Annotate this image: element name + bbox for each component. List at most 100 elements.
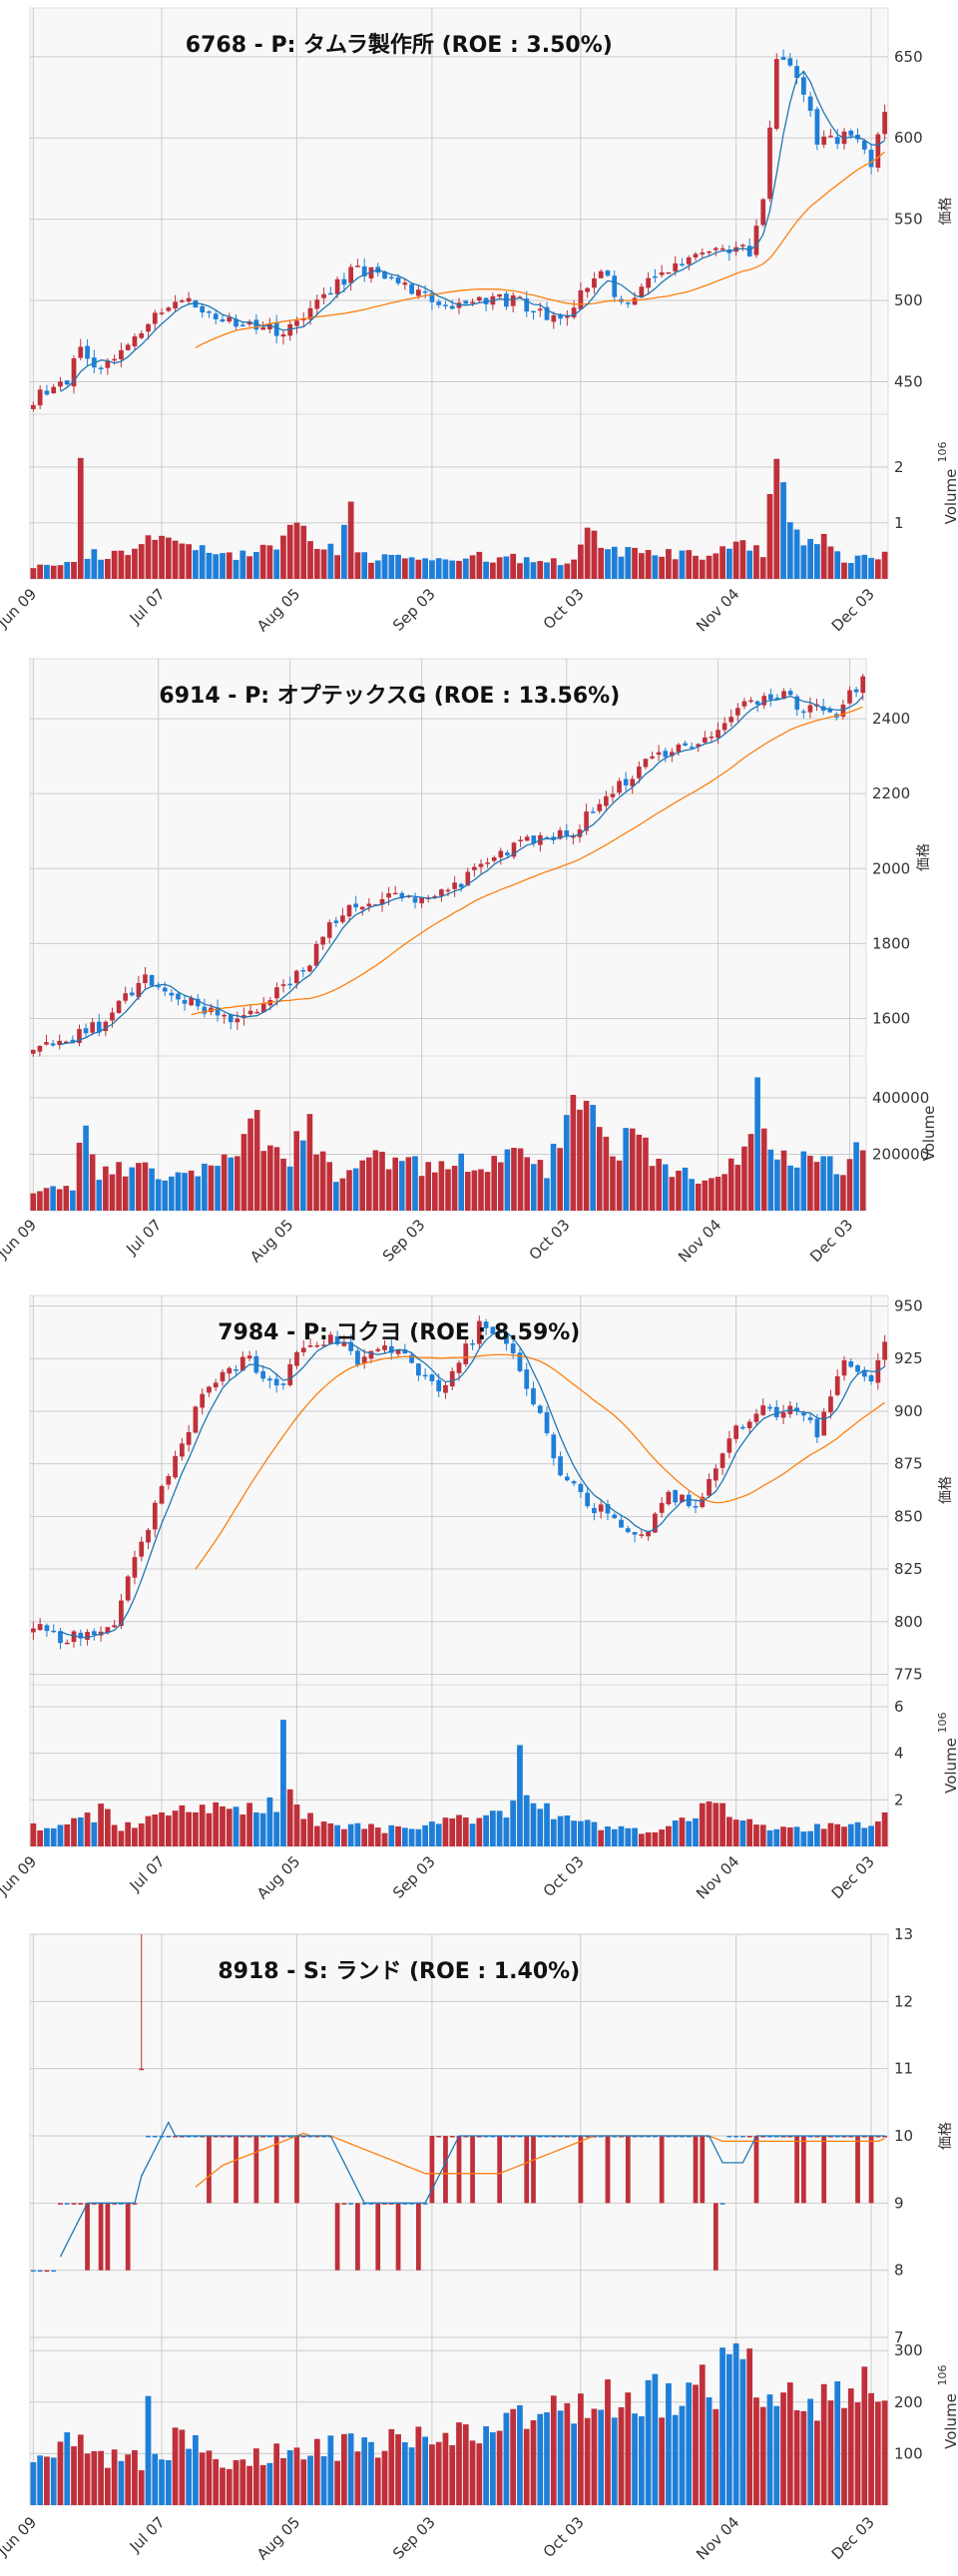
volume-bar: [793, 2409, 800, 2505]
candle-body: [173, 301, 178, 309]
volume-bar: [462, 558, 469, 579]
candle-body: [273, 2136, 279, 2204]
candle-body: [639, 286, 645, 297]
candle-body: [504, 1333, 509, 1344]
candle-body: [848, 1361, 854, 1367]
candle-body: [653, 275, 658, 278]
candle-body: [748, 700, 753, 703]
volume-bar: [625, 547, 632, 579]
y-tick-label: 775: [894, 1665, 923, 1683]
candle-body: [483, 2135, 489, 2138]
volume-bar: [246, 1803, 252, 1846]
volume-bar: [138, 2470, 145, 2505]
volume-bar: [125, 555, 132, 579]
candle-body: [58, 1631, 63, 1644]
candle-body: [392, 892, 398, 895]
candle-body: [632, 2135, 638, 2138]
volume-bar: [780, 2392, 786, 2505]
candle-body: [267, 323, 272, 330]
volume-bar: [408, 2447, 415, 2505]
volume-bar: [193, 550, 199, 579]
candle-body: [585, 1492, 591, 1507]
volume-bar: [753, 2397, 759, 2505]
volume-bar: [489, 1810, 496, 1846]
candle-body: [341, 1342, 347, 1346]
candle-body: [166, 2135, 172, 2138]
candle-body: [139, 332, 145, 338]
volume-bar: [638, 553, 645, 579]
volume-bar: [652, 1831, 659, 1846]
volume-bar: [874, 2401, 881, 2505]
candle-body: [71, 2203, 77, 2205]
candle-body: [659, 1502, 665, 1513]
candle-body: [491, 856, 497, 861]
volume-bar: [395, 1825, 401, 1846]
volume-bar: [868, 2392, 874, 2505]
volume-bar: [847, 1823, 854, 1846]
candle-body: [827, 709, 833, 713]
volume-bar: [766, 1829, 773, 1846]
candle-body: [592, 2136, 597, 2138]
y-axis-label: 価格: [916, 843, 932, 871]
candle-body: [37, 1045, 43, 1052]
candle-body: [544, 836, 550, 839]
volume-bar: [732, 1819, 739, 1846]
candle-body: [470, 2136, 475, 2204]
candle-body: [409, 1354, 414, 1363]
candle-body: [531, 835, 537, 844]
candle-body: [355, 2203, 360, 2271]
candle-body: [355, 265, 360, 267]
volume-bar: [571, 1820, 577, 1846]
candle-body: [379, 898, 385, 905]
volume-bar: [603, 1136, 610, 1211]
candle-body: [853, 689, 859, 693]
candle-body: [37, 2270, 43, 2273]
volume-bar: [179, 543, 186, 579]
x-tick-label: Oct 03: [526, 1216, 574, 1264]
volume-bar: [84, 2453, 91, 2505]
volume-bar: [643, 1137, 649, 1211]
volume-bar: [280, 1720, 286, 1846]
x-tick-label: Nov 04: [693, 1852, 742, 1902]
volume-bar: [800, 1151, 807, 1211]
candle-body: [800, 1412, 806, 1416]
volume-bar: [165, 2460, 172, 2505]
candle-body: [388, 2203, 394, 2205]
candle-body: [320, 936, 325, 945]
volume-bar: [388, 2428, 395, 2505]
volume-bar: [537, 1160, 544, 1211]
candle-body: [186, 297, 192, 302]
candle-body: [220, 2136, 226, 2138]
candle-body: [868, 2136, 874, 2204]
candle-body: [604, 795, 609, 806]
candle-body: [470, 1343, 475, 1345]
candle-body: [753, 1413, 759, 1422]
volume-bar: [834, 1823, 841, 1846]
candle-body: [313, 943, 319, 966]
volume-bar: [354, 1822, 361, 1846]
volume-bar: [550, 558, 557, 579]
volume-bar: [511, 1147, 517, 1211]
volume-bar: [719, 546, 725, 579]
volume-bar: [483, 2425, 489, 2505]
volume-bar: [273, 2443, 280, 2505]
candle-body: [834, 1375, 840, 1395]
ma-long-line: [195, 151, 886, 348]
volume-bar: [327, 1822, 334, 1846]
volume-bar: [510, 1801, 517, 1846]
candle-body: [639, 2135, 645, 2138]
volume-bar: [632, 2413, 638, 2505]
candle-body: [726, 1438, 732, 1453]
volume-bar: [233, 1806, 240, 1846]
candle-body: [366, 903, 372, 907]
volume-bar: [109, 1174, 116, 1211]
volume-bar: [422, 558, 429, 579]
candle-body: [875, 2136, 881, 2138]
volume-bar: [861, 554, 868, 579]
candle-body: [132, 2203, 138, 2205]
volume-bar: [625, 1827, 632, 1846]
candle-body: [63, 1041, 69, 1044]
candle-body: [78, 2203, 84, 2205]
y-tick-label: 10: [894, 2127, 913, 2145]
candle-body: [71, 358, 77, 387]
